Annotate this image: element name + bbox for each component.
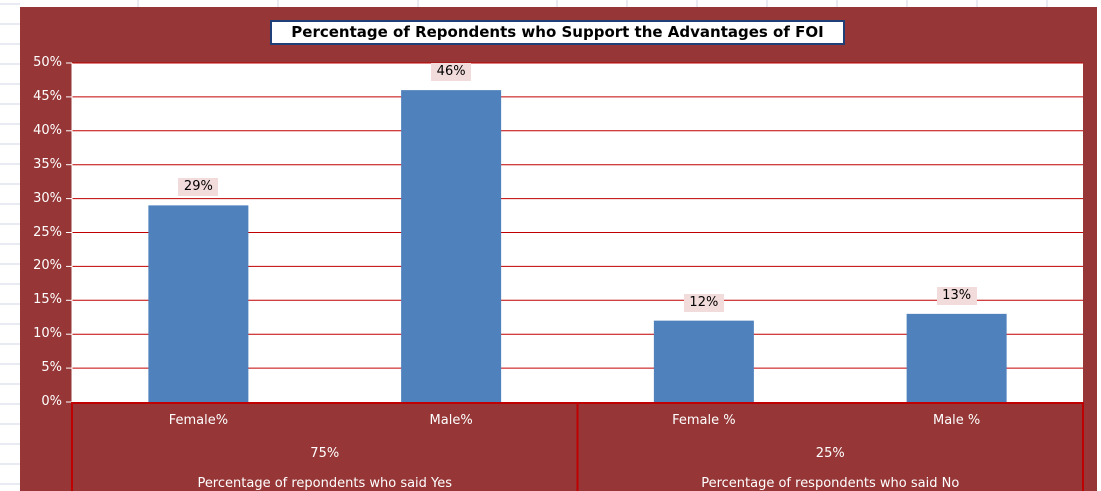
data-label: 46%: [431, 63, 472, 82]
y-tick-label: 45%: [33, 88, 62, 104]
x-category-label: Female%: [168, 413, 229, 428]
bar: [401, 90, 502, 403]
data-label: 12%: [683, 293, 724, 312]
x-category-label: Male %: [932, 413, 981, 428]
group-label: Percentage of repondents who said Yes: [197, 476, 453, 491]
y-tick-label: 30%: [33, 190, 62, 206]
y-tick-label: 0%: [41, 394, 62, 409]
group-label: Percentage of respondents who said No: [701, 476, 960, 491]
x-category-label: Female %: [672, 413, 736, 428]
bar: [148, 205, 249, 402]
group-total-label: 75%: [310, 446, 340, 461]
y-tick-label: 15%: [33, 292, 62, 308]
y-tick-label: 35%: [33, 156, 62, 172]
bar: [653, 320, 754, 402]
y-tick-label: 50%: [33, 55, 62, 70]
y-tick-label: 20%: [33, 258, 62, 274]
y-tick-label: 25%: [33, 224, 62, 240]
y-tick-label: 10%: [33, 326, 62, 342]
bar: [906, 313, 1007, 402]
y-tick-label: 40%: [33, 122, 62, 138]
data-label: 13%: [936, 286, 977, 305]
chart-title: Percentage of Repondents who Support the…: [270, 20, 845, 45]
data-label: 29%: [178, 178, 219, 197]
x-category-label: Male%: [429, 413, 473, 428]
group-total-label: 25%: [815, 446, 845, 461]
y-tick-label: 5%: [41, 360, 62, 376]
